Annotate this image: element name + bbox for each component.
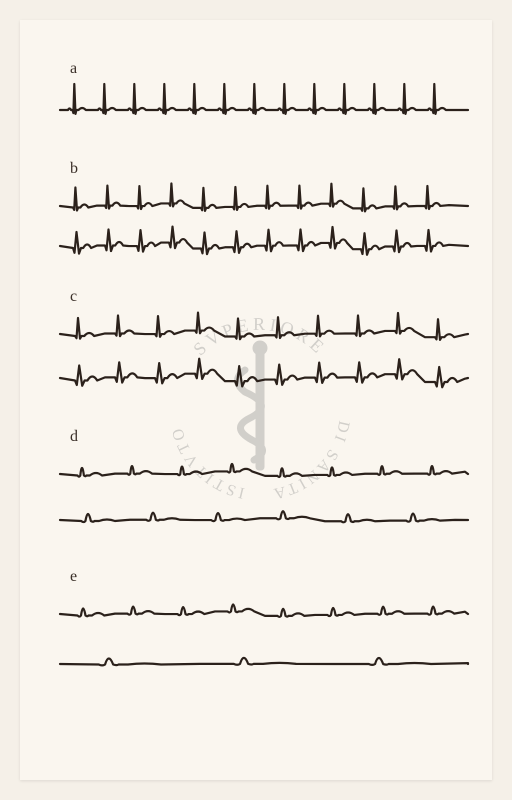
ecg-trace-e-0 [60, 586, 460, 626]
ecg-trace-d-0 [60, 446, 460, 486]
panel-label-d: d [70, 428, 78, 446]
panel-label-b: b [70, 160, 78, 178]
ecg-trace-a-0 [60, 80, 460, 120]
ecg-trace-c-0 [60, 306, 460, 346]
ecg-trace-d-1 [60, 492, 460, 532]
figure-page: SVPERIORE ISTITVTO DI SANITA abcde [20, 20, 492, 780]
ecg-trace-e-1 [60, 634, 460, 674]
panel-label-e: e [70, 568, 77, 586]
panel-label-a: a [70, 60, 77, 78]
ecg-trace-b-0 [60, 178, 460, 218]
ecg-trace-b-1 [60, 220, 460, 260]
ecg-trace-c-1 [60, 352, 460, 392]
panel-label-c: c [70, 288, 77, 306]
